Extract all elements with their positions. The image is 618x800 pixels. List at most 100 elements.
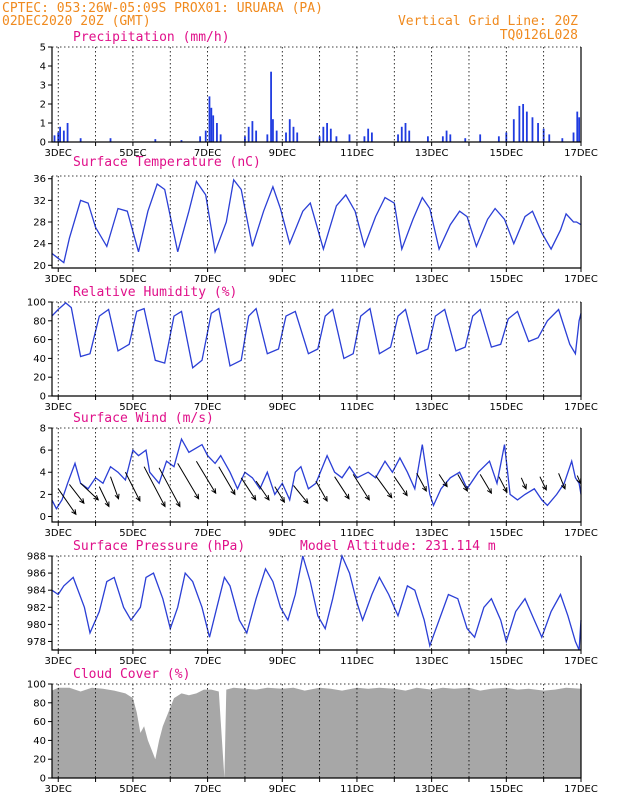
panel-precip: Precipitation (mm/h) 3DEC 5DEC 7DEC 9DEC 11DE… <box>40 30 598 159</box>
rh-series-line <box>51 302 582 369</box>
x-tick-label-temp-2: 7DEC <box>194 274 221 285</box>
panel-title-rh: Relative Humidity (%) <box>73 285 237 300</box>
y-tick-label-cloud-4: 80 <box>33 698 46 709</box>
x-tick-label-temp-6: 15DEC <box>489 274 523 285</box>
y-tick-label-wind-4: 8 <box>40 424 46 435</box>
header-location: CPTEC: 053:26W-05:09S PROX01: URUARA (PA… <box>2 1 323 16</box>
x-tick-label-wind-4: 11DEC <box>340 528 374 539</box>
x-tick-label-rh-3: 9DEC <box>269 402 296 413</box>
x-tick-label-rh-6: 15DEC <box>489 402 523 413</box>
y-tick-label-wind-1: 2 <box>40 490 46 501</box>
precip-bar-32 <box>335 136 338 142</box>
y-tick-label-temp-0: 20 <box>33 261 46 272</box>
panel-title-temp: Surface Temperature (nC) <box>73 155 261 170</box>
y-tick-label-rh-3: 60 <box>33 335 46 346</box>
wind-vector-25 <box>520 477 527 490</box>
wind-vector-23 <box>479 474 492 495</box>
y-tick-label-wind-0: 0 <box>40 512 46 523</box>
x-tick-label-wind-2: 7DEC <box>194 528 221 539</box>
y-tick-label-temp-2: 28 <box>33 218 46 229</box>
frame-cloud <box>51 684 582 779</box>
wind-vector-17 <box>352 474 370 501</box>
x-tick-label-wind-6: 15DEC <box>489 528 523 539</box>
header-model-code: TQ0126L028 <box>500 28 578 43</box>
y-tick-label-cloud-0: 0 <box>40 774 46 785</box>
precip-bar-47 <box>497 136 500 142</box>
panel-annotation-pressure: Model Altitude: 231.114 m <box>300 539 496 554</box>
wind-vector-28 <box>576 475 582 485</box>
precip-bar-3 <box>62 130 65 142</box>
precip-bar-54 <box>537 123 539 142</box>
precip-bar-11 <box>208 96 211 142</box>
wind-vector-22 <box>457 474 468 493</box>
x-tick-label-cloud-3: 9DEC <box>269 784 296 795</box>
x-tick-label-temp-7: 17DEC <box>564 274 598 285</box>
precip-bar-51 <box>522 104 525 142</box>
y-tick-label-pressure-4: 986 <box>27 569 46 580</box>
precip-bar-15 <box>219 134 222 142</box>
precip-bar-25 <box>288 119 291 142</box>
y-tick-label-temp-4: 36 <box>33 174 46 185</box>
wind-vector-15 <box>315 480 328 503</box>
y-tick-label-rh-5: 100 <box>27 298 46 309</box>
x-tick-label-temp-1: 5DEC <box>119 274 146 285</box>
wind-vector-26 <box>539 476 547 491</box>
precip-bar-35 <box>367 128 370 142</box>
precip-bar-59 <box>576 111 579 142</box>
precip-bar-57 <box>561 138 564 142</box>
precip-bar-17 <box>247 126 250 142</box>
wind-vector-14 <box>293 485 309 505</box>
wind-vector-5 <box>124 471 141 503</box>
precip-bar-23 <box>275 130 278 142</box>
y-tick-label-precip-3: 3 <box>40 81 46 92</box>
panel-title-wind: Surface Wind (m/s) <box>73 411 214 426</box>
panel-temp: Surface Temperature (nC) 3DEC 5DEC 7DEC 9DEC… <box>33 155 598 285</box>
y-tick-label-wind-2: 4 <box>40 468 46 479</box>
wind-vector-1 <box>69 484 85 505</box>
wind-vector-24 <box>498 476 508 494</box>
x-tick-label-temp-5: 13DEC <box>415 274 449 285</box>
precip-bar-40 <box>408 130 411 142</box>
panels: Precipitation (mm/h) 3DEC 5DEC 7DEC 9DEC 11DE… <box>27 30 598 795</box>
y-tick-label-precip-4: 4 <box>40 62 46 73</box>
y-tick-label-pressure-5: 988 <box>27 552 46 563</box>
x-tick-label-cloud-1: 5DEC <box>119 784 146 795</box>
x-tick-label-precip-0: 3DEC <box>45 148 72 159</box>
precip-bar-58 <box>572 132 575 142</box>
precip-bar-10 <box>204 130 207 142</box>
wind-vector-21 <box>438 474 448 488</box>
pressure-series-line <box>51 553 582 651</box>
precip-bar-6 <box>109 138 112 142</box>
frame-precip <box>51 47 582 143</box>
wind-vector-9 <box>195 460 217 495</box>
y-tick-label-temp-1: 24 <box>33 239 46 250</box>
precip-bar-43 <box>445 130 448 142</box>
y-tick-label-pressure-0: 978 <box>27 637 46 648</box>
x-tick-label-wind-1: 5DEC <box>119 528 146 539</box>
precip-bar-19 <box>255 130 258 142</box>
y-tick-label-wind-3: 6 <box>40 446 46 457</box>
precip-bar-8 <box>180 140 183 142</box>
y-tick-label-cloud-1: 20 <box>33 755 46 766</box>
precip-bar-5 <box>79 138 82 142</box>
wind-vector-6 <box>143 466 166 508</box>
x-tick-label-temp-4: 11DEC <box>340 274 374 285</box>
precip-bar-39 <box>404 123 407 142</box>
wind-vector-18 <box>375 475 393 499</box>
precip-bar-37 <box>397 134 399 142</box>
wind-vector-4 <box>110 476 120 500</box>
y-tick-label-temp-3: 32 <box>33 196 46 207</box>
panel-title-cloud: Cloud Cover (%) <box>73 667 190 682</box>
x-tick-label-wind-5: 13DEC <box>415 528 449 539</box>
precip-bar-12 <box>210 107 213 142</box>
precip-bar-49 <box>512 119 515 142</box>
precip-bar-42 <box>441 136 444 142</box>
x-tick-label-wind-7: 17DEC <box>564 528 598 539</box>
header-grid-line: Vertical Grid Line: 20Z <box>398 14 578 29</box>
x-tick-label-pressure-1: 5DEC <box>119 656 146 667</box>
precip-bar-2 <box>59 126 62 142</box>
x-tick-label-pressure-2: 7DEC <box>194 656 221 667</box>
wind-vector-19 <box>393 476 408 497</box>
precip-bar-34 <box>363 136 366 142</box>
